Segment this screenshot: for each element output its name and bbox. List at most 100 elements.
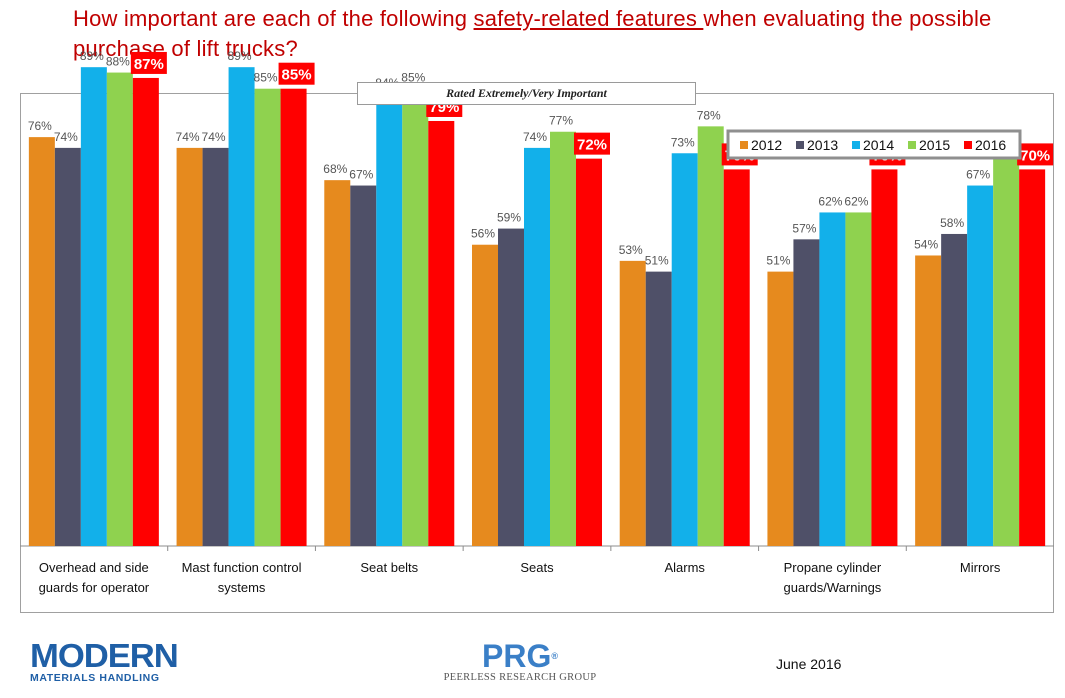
data-label: 53% — [619, 243, 643, 257]
bar — [376, 94, 403, 546]
data-label: 89% — [228, 49, 252, 63]
legend-swatch — [908, 141, 916, 149]
data-label: 74% — [202, 130, 226, 144]
bar — [202, 147, 229, 546]
bar — [767, 271, 794, 546]
bar — [132, 77, 159, 546]
legend-label: 2013 — [807, 137, 838, 153]
data-label: 74% — [176, 130, 200, 144]
data-label: 56% — [471, 227, 495, 241]
data-label: 59% — [497, 211, 521, 225]
data-label: 51% — [645, 254, 669, 268]
legend-swatch — [964, 141, 972, 149]
data-label: 68% — [323, 162, 347, 176]
bar — [793, 239, 820, 546]
bar — [915, 255, 942, 547]
data-label: 74% — [54, 130, 78, 144]
bar — [54, 147, 81, 546]
modern-materials-handling-logo: MODERN MATERIALS HANDLING — [30, 639, 190, 684]
bar — [80, 67, 107, 547]
bar — [671, 153, 698, 546]
data-label: 78% — [697, 108, 721, 122]
bar — [697, 126, 724, 547]
data-label: 76% — [28, 119, 52, 133]
data-label-box — [278, 62, 315, 85]
bar — [176, 147, 203, 546]
bar — [28, 137, 55, 546]
logo-wordmark: PRG — [482, 638, 552, 674]
bar — [106, 72, 133, 546]
bar — [524, 147, 550, 546]
data-label: 85% — [401, 71, 425, 85]
data-label: 57% — [792, 221, 816, 235]
legend-label: 2016 — [975, 137, 1006, 153]
registered-mark: ® — [551, 651, 558, 661]
category-label: Alarms — [664, 560, 705, 575]
data-label: 87% — [134, 56, 164, 73]
legend-swatch — [796, 141, 804, 149]
logo-subtitle: PEERLESS RESEARCH GROUP — [443, 672, 597, 683]
legend-label: 2012 — [751, 137, 782, 153]
data-label: 73% — [671, 135, 695, 149]
bar — [645, 271, 672, 546]
bar — [254, 88, 281, 546]
data-label: 85% — [254, 71, 278, 85]
bar — [1019, 169, 1046, 546]
data-label: 72% — [577, 137, 607, 154]
bar — [941, 233, 968, 546]
data-label: 74% — [523, 130, 547, 144]
data-label: 85% — [282, 67, 312, 84]
bar — [280, 88, 307, 546]
category-label: Seats — [520, 560, 554, 575]
bar — [428, 120, 455, 546]
bar — [472, 244, 498, 546]
category-label: Mast function control — [182, 560, 302, 575]
bar — [576, 158, 602, 546]
category-label: Overhead and side — [39, 560, 149, 575]
data-label: 89% — [80, 49, 104, 63]
logo-wordmark: MODERN — [30, 637, 179, 674]
data-label-box — [574, 132, 610, 155]
page-title: How important are each of the following … — [73, 4, 1033, 64]
data-label: 70% — [1020, 147, 1050, 164]
data-label-box — [1017, 143, 1054, 166]
data-label: 88% — [106, 55, 130, 69]
category-label: Mirrors — [960, 560, 1001, 575]
bar — [228, 67, 255, 547]
report-date: June 2016 — [776, 656, 842, 672]
logo-subtitle: MATERIALS HANDLING — [30, 672, 160, 684]
title-text-part: when evaluating the possible purchase of… — [73, 6, 992, 61]
legend-swatch — [852, 141, 860, 149]
bar — [871, 169, 898, 546]
data-label: 67% — [966, 168, 990, 182]
data-label: 77% — [549, 114, 573, 128]
data-label: 62% — [844, 194, 868, 208]
bar — [845, 212, 872, 546]
category-label: systems — [218, 580, 266, 595]
bar — [619, 260, 646, 546]
data-label: 58% — [940, 216, 964, 230]
category-label: Seat belts — [360, 560, 418, 575]
data-label-box — [130, 51, 167, 74]
data-label: 62% — [818, 194, 842, 208]
category-label: Propane cylinder — [784, 560, 882, 575]
peerless-research-group-logo: PRG® PEERLESS RESEARCH GROUP — [440, 640, 600, 683]
bar — [819, 212, 846, 546]
bar — [967, 185, 994, 547]
data-label: 67% — [349, 168, 373, 182]
title-text-part: How important are each of the following — [73, 6, 474, 31]
legend-label: 2015 — [919, 137, 950, 153]
bar — [550, 131, 576, 547]
bar — [498, 228, 524, 546]
bar — [993, 153, 1020, 546]
bar — [402, 88, 429, 546]
category-label: guards/Warnings — [784, 580, 882, 595]
data-label: 54% — [914, 237, 938, 251]
chart-subtitle: Rated Extremely/Very Important — [357, 82, 696, 105]
bar — [723, 169, 750, 546]
bar — [350, 185, 377, 547]
title-highlight: safety-related features — [473, 6, 704, 31]
data-label: 51% — [766, 254, 790, 268]
category-label: guards for operator — [39, 580, 150, 595]
